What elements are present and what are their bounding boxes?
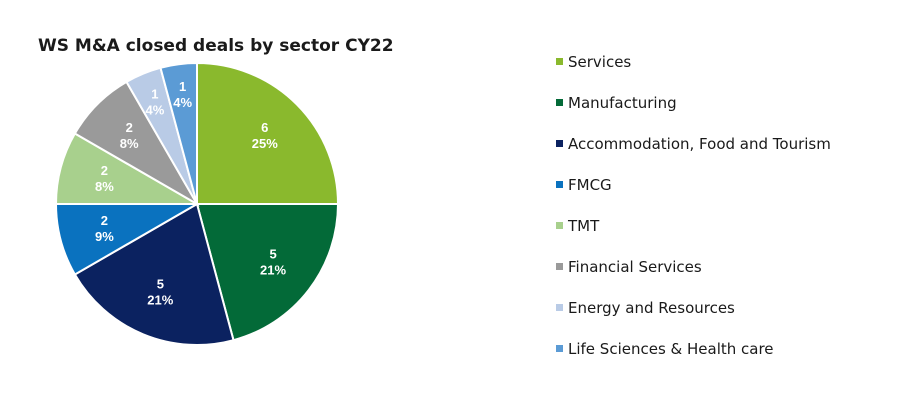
- data-label-count-tmt: 2: [101, 163, 108, 178]
- legend-swatch: [556, 181, 563, 188]
- data-label-percent-manufacturing: 21%: [260, 262, 286, 277]
- data-label-percent-accommodation-food-and-tourism: 21%: [147, 293, 173, 308]
- legend-item-financial-services: Financial Services: [556, 246, 831, 287]
- legend: Services Manufacturing Accommodation, Food…: [556, 50, 831, 369]
- legend-swatch: [556, 345, 563, 352]
- data-label-percent-services: 25%: [252, 136, 278, 151]
- legend-item-manufacturing: Manufacturing: [556, 82, 831, 123]
- legend-item-life-sciences-and-health-care: Life Sciences & Health care: [556, 328, 831, 369]
- chart-title: WS M&A closed deals by sector CY22: [38, 36, 394, 56]
- legend-swatch: [556, 263, 563, 270]
- legend-item-services: Services: [556, 41, 831, 82]
- pie-slice-manufacturing: [195, 203, 340, 342]
- data-label-count-fmcg: 2: [101, 213, 108, 228]
- legend-label: Accommodation, Food and Tourism: [568, 134, 831, 153]
- legend-item-tmt: TMT: [556, 205, 831, 246]
- legend-item-accommodation-food-and-tourism: Accommodation, Food and Tourism: [556, 123, 831, 164]
- legend-label: Manufacturing: [568, 93, 677, 112]
- legend-label: FMCG: [568, 175, 612, 194]
- pie-slice-accommodation-food-and-tourism: [73, 202, 235, 346]
- legend-item-energy-and-resources: Energy and Resources: [556, 287, 831, 328]
- pie-slice-life-sciences-and-health-care: [159, 61, 198, 205]
- legend-item-fmcg: FMCG: [556, 164, 831, 205]
- legend-label: TMT: [568, 216, 600, 235]
- data-label-count-financial-services: 2: [126, 120, 133, 135]
- data-label-percent-life-sciences-and-health-care: 4%: [173, 95, 192, 110]
- legend-label: Life Sciences & Health care: [568, 339, 774, 358]
- data-label-count-life-sciences-and-health-care: 1: [179, 79, 186, 94]
- legend-label: Energy and Resources: [568, 298, 735, 317]
- legend-swatch: [556, 304, 563, 311]
- legend-swatch: [556, 140, 563, 147]
- data-label-count-services: 6: [261, 120, 268, 135]
- legend-swatch: [556, 99, 563, 106]
- data-label-percent-financial-services: 8%: [120, 136, 139, 151]
- data-label-count-manufacturing: 5: [269, 246, 276, 261]
- data-label-count-energy-and-resources: 1: [151, 86, 158, 101]
- data-label-percent-energy-and-resources: 4%: [146, 102, 165, 117]
- data-label-percent-tmt: 8%: [95, 179, 114, 194]
- data-label-percent-fmcg: 9%: [95, 229, 114, 244]
- legend-label: Services: [568, 52, 632, 71]
- data-label-count-accommodation-food-and-tourism: 5: [157, 277, 164, 292]
- legend-label: Financial Services: [568, 257, 702, 276]
- legend-swatch: [556, 222, 563, 229]
- legend-swatch: [556, 58, 563, 65]
- pie-slice-services: [196, 61, 340, 205]
